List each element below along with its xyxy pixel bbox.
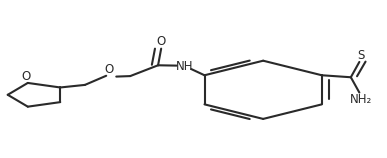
Text: O: O (104, 63, 114, 76)
Text: O: O (21, 70, 31, 83)
Text: S: S (357, 49, 364, 62)
Text: O: O (156, 36, 166, 49)
Text: NH: NH (176, 60, 193, 73)
Text: NH₂: NH₂ (349, 93, 372, 106)
